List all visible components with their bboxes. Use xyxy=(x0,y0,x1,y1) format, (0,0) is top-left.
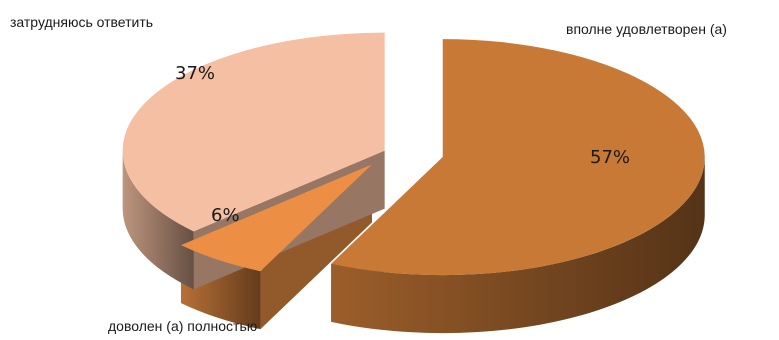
slice-percent-label: 57% xyxy=(590,147,630,168)
pie-slice xyxy=(122,32,385,232)
slice-rim xyxy=(122,150,194,290)
slice-category-label: вполне удовлетворен (а) xyxy=(566,21,727,37)
pie-slice xyxy=(331,39,705,276)
slice-category-label: доволен (а) полностью xyxy=(108,318,257,334)
slice-percent-label: 6% xyxy=(211,205,240,226)
slice-category-label: затрудняюсь ответить xyxy=(10,14,153,30)
slice-rim xyxy=(331,157,705,334)
slice-percent-label: 37% xyxy=(175,63,215,84)
pie-slice xyxy=(181,164,373,272)
pie-top-layer xyxy=(122,32,705,276)
